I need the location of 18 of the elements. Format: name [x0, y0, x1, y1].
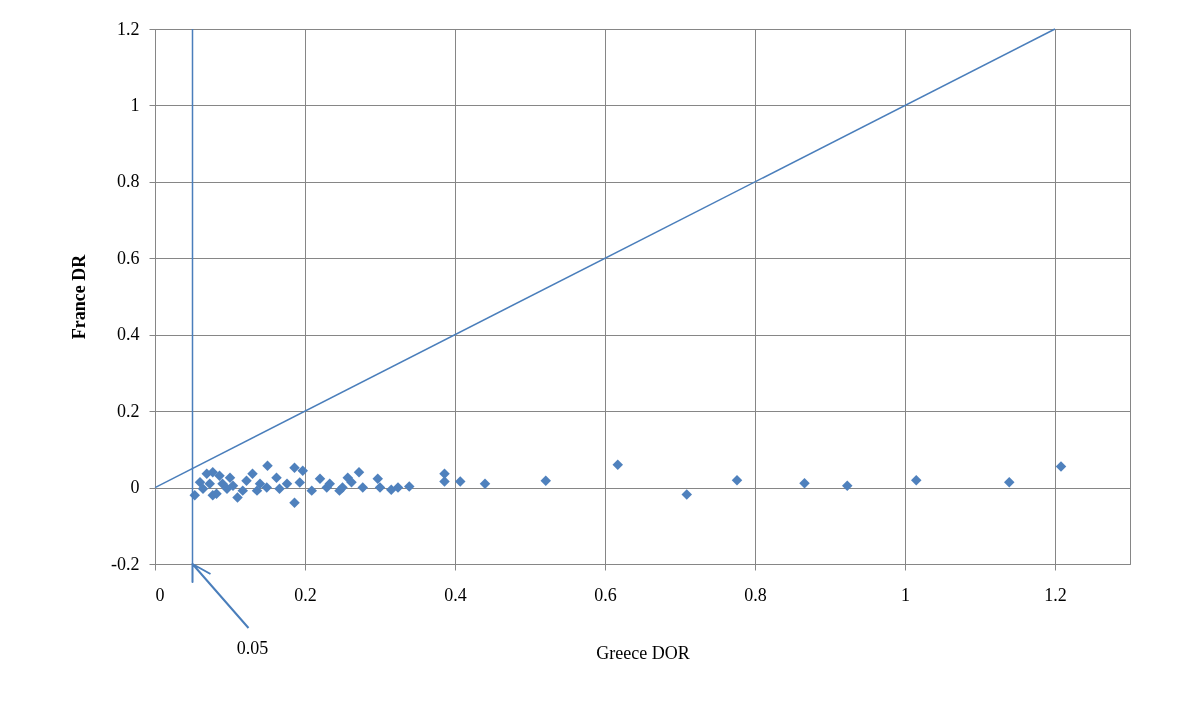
y-tick-label: 0.2 [117, 400, 140, 421]
x-tick-label: 0.2 [294, 584, 317, 605]
y-axis-title: France DR [69, 253, 90, 340]
text: 0.05 [236, 638, 269, 658]
y-tick-label: 0.4 [117, 324, 140, 345]
y-tick-label: 0.8 [117, 171, 140, 192]
x-tick-label: 0 [155, 584, 165, 605]
y-tick-label: -0.2 [111, 553, 140, 574]
x-axis-title: Greece DOR [596, 642, 690, 663]
x-tick-label: 1 [901, 584, 910, 605]
y-tick-label: 1.2 [117, 18, 140, 39]
y-tick-label: 1 [130, 94, 140, 115]
y-tick-label: 0 [130, 477, 140, 498]
x-tick-label: 0.4 [444, 584, 467, 605]
x-tick-label: 0.8 [744, 584, 767, 605]
x-tick-label: 0.6 [594, 584, 617, 605]
y-tick-label: 0.6 [117, 247, 140, 268]
x-tick-label: 1.2 [1044, 584, 1067, 605]
